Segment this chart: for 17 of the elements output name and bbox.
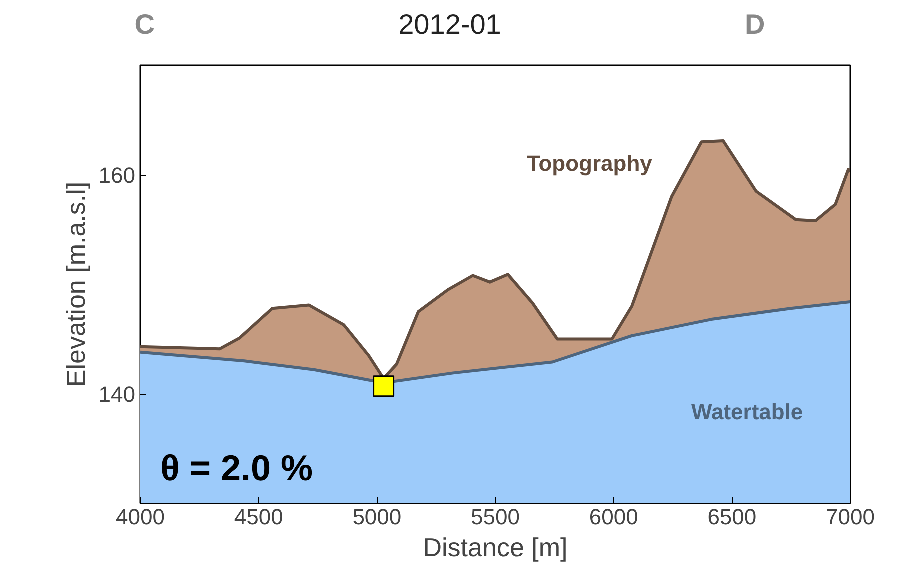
x-tick-label: 5500: [471, 504, 520, 530]
x-tick-label: 4500: [234, 504, 284, 530]
annotation: θ = 2.0 %: [160, 448, 314, 488]
text: C: [134, 8, 155, 42]
y-tick-label: 160: [98, 163, 136, 188]
x-tick-label: 4000: [116, 504, 165, 530]
y-axis-title: Elevation [m.a.s.l]: [60, 182, 91, 388]
x-tick-label: 6000: [589, 504, 638, 530]
series-label: Topography: [526, 151, 654, 176]
text: D: [745, 8, 766, 42]
y-tick-label: 140: [98, 382, 136, 407]
x-axis-title: Distance [m]: [423, 532, 568, 562]
x-tick-label: 5000: [352, 504, 402, 530]
series-label: Watertable: [692, 400, 804, 425]
x-tick-label: 6500: [708, 504, 757, 530]
x-tick-label: 7000: [826, 504, 875, 530]
chart-title: 2012-01: [398, 8, 502, 42]
